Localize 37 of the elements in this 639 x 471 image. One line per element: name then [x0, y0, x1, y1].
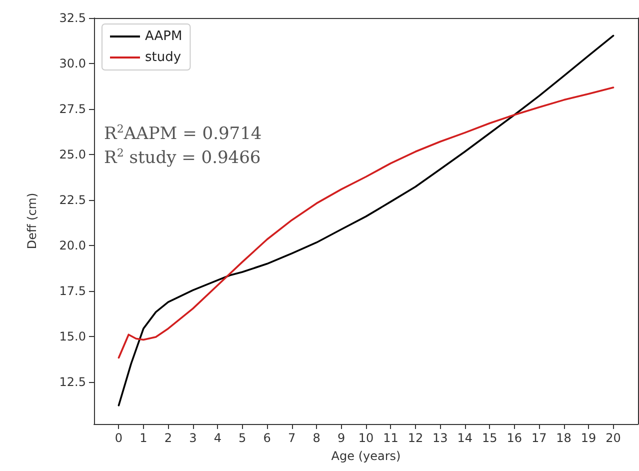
x-tick-label: 17	[531, 431, 547, 445]
x-tick-label: 12	[408, 431, 424, 445]
x-tick-label: 15	[482, 431, 498, 445]
y-tick-label: 20.0	[59, 238, 86, 253]
x-tick-label: 8	[312, 431, 320, 445]
annotation: R$^{2}$AAPM = 0.9714	[104, 122, 262, 144]
y-tick-label: 17.5	[59, 284, 86, 298]
x-tick-label: 11	[383, 431, 398, 445]
x-tick-label: 18	[556, 431, 572, 445]
x-tick-label: 1	[140, 431, 148, 445]
x-tick-label: 16	[506, 431, 522, 445]
legend-label: study	[145, 50, 182, 65]
x-tick-label: 20	[606, 431, 621, 445]
y-tick-label: 25.0	[59, 148, 86, 162]
x-tick-label: 2	[164, 431, 172, 445]
x-tick-label: 13	[432, 431, 448, 445]
x-tick-label: 19	[580, 431, 596, 445]
y-tick-label: 27.5	[59, 102, 86, 116]
x-tick-label: 7	[288, 431, 296, 445]
y-tick-label: 12.5	[59, 375, 86, 390]
x-tick-label: 0	[114, 431, 123, 445]
y-axis-title: Deff (cm)	[25, 192, 39, 250]
x-tick-label: 4	[214, 431, 222, 445]
y-tick-label: 15.0	[59, 330, 86, 344]
x-tick-label: 5	[238, 431, 246, 445]
x-tick-label: 3	[189, 431, 197, 445]
y-tick-label: 30.0	[59, 56, 86, 71]
x-tick-label: 14	[457, 431, 473, 445]
x-tick-label: 10	[358, 431, 374, 445]
y-tick-label: 32.5	[59, 11, 86, 25]
y-tick-label: 22.5	[59, 193, 86, 208]
x-tick-label: 9	[337, 431, 346, 445]
x-axis-title: Age (years)	[331, 449, 401, 463]
line-series	[118, 86, 614, 359]
x-tick-label: 6	[263, 431, 271, 445]
annotation: R$^{2}$ study = 0.9466	[104, 146, 261, 168]
legend-label: AAPM	[145, 29, 182, 44]
